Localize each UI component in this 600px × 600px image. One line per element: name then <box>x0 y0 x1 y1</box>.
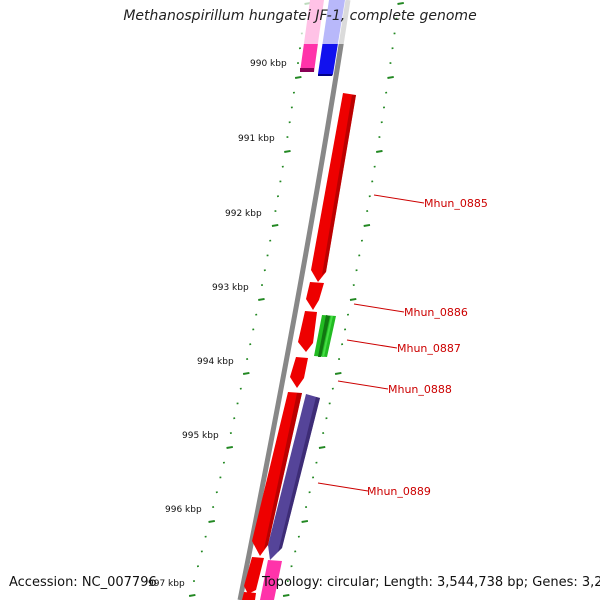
ruler-label: 994 kbp <box>197 357 234 367</box>
ruler-label: 995 kbp <box>182 431 219 441</box>
ruler-tick <box>387 75 394 79</box>
inner-ruler-ticks <box>188 1 311 597</box>
gene-label[interactable]: Mhun_0885 <box>424 197 488 210</box>
ruler-tick <box>242 371 250 375</box>
ruler-label: 992 kbp <box>225 209 262 219</box>
ruler-label: 997 kbp <box>148 579 185 589</box>
gene-pink-bottom[interactable] <box>260 560 282 600</box>
gene-red-bottom-2[interactable] <box>244 557 264 594</box>
ruler-tick <box>282 593 290 597</box>
title-backdrop <box>296 0 356 44</box>
gene-labels: Mhun_0885 Mhun_0886 Mhun_0887 Mhun_0888 … <box>367 197 488 498</box>
ruler-tick <box>318 445 326 449</box>
ruler-tick <box>226 445 233 449</box>
gene-label[interactable]: Mhun_0889 <box>367 485 431 498</box>
ruler-label: 990 kbp <box>250 59 287 69</box>
ruler-tick <box>284 149 291 153</box>
gene-mhun-0886b[interactable] <box>298 311 317 352</box>
ruler-tick <box>271 223 279 227</box>
map-title: Methanospirillum hungatei JF-1, complete… <box>123 8 477 24</box>
gene-red-bottom-1[interactable] <box>252 392 302 556</box>
gene-label[interactable]: Mhun_0888 <box>388 383 452 396</box>
ruler-tick <box>258 297 265 301</box>
accession-text: Accession: NC_007796 <box>9 575 157 590</box>
outer-ruler-ticks <box>282 1 404 597</box>
ruler-tick <box>397 1 404 5</box>
ruler-label: 991 kbp <box>238 134 275 144</box>
gene-red-bottom-3[interactable] <box>242 592 256 600</box>
ruler-label: 993 kbp <box>212 283 249 293</box>
gene-mhun-0887[interactable] <box>314 315 336 357</box>
gene-label[interactable]: Mhun_0886 <box>404 306 468 319</box>
gene-mhun-0888[interactable] <box>290 357 308 388</box>
ruler-tick <box>349 297 357 301</box>
gene-mhun-0889[interactable] <box>268 394 320 560</box>
ruler-tick <box>334 371 342 375</box>
ruler-labels: 990 kbp 991 kbp 992 kbp 993 kbp 994 kbp … <box>148 59 287 589</box>
ruler-tick <box>208 519 215 523</box>
genome-summary-text: Topology: circular; Length: 3,544,738 bp… <box>262 575 600 590</box>
gene-label[interactable]: Mhun_0887 <box>397 342 461 355</box>
ruler-tick <box>376 149 383 153</box>
genome-backbone <box>237 0 351 600</box>
ruler-tick <box>301 519 309 523</box>
ruler-tick <box>363 223 371 227</box>
gene-mhun-0885[interactable] <box>311 93 356 282</box>
ruler-label: 996 kbp <box>165 505 202 515</box>
gene-mhun-0886[interactable] <box>306 282 324 310</box>
ruler-tick <box>294 75 302 79</box>
ruler-tick <box>188 593 196 597</box>
gene-label-leaders <box>317 194 425 492</box>
